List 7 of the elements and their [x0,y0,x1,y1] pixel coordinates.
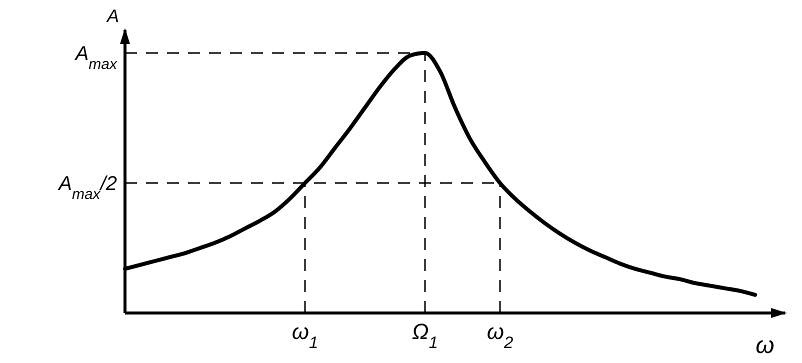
ref-line-label: A$_{max}$/2 [58,173,117,202]
y-axis-title: A [106,6,119,26]
ref-line-label: A$_{max}$ [74,43,118,72]
x-tick-label: ω$_{2}$ [486,319,514,352]
x-axis-title: ω [756,332,774,359]
x-tick-label: Ω$_{1}$ [412,319,438,352]
x-tick-label: ω$_{1}$ [292,319,318,352]
